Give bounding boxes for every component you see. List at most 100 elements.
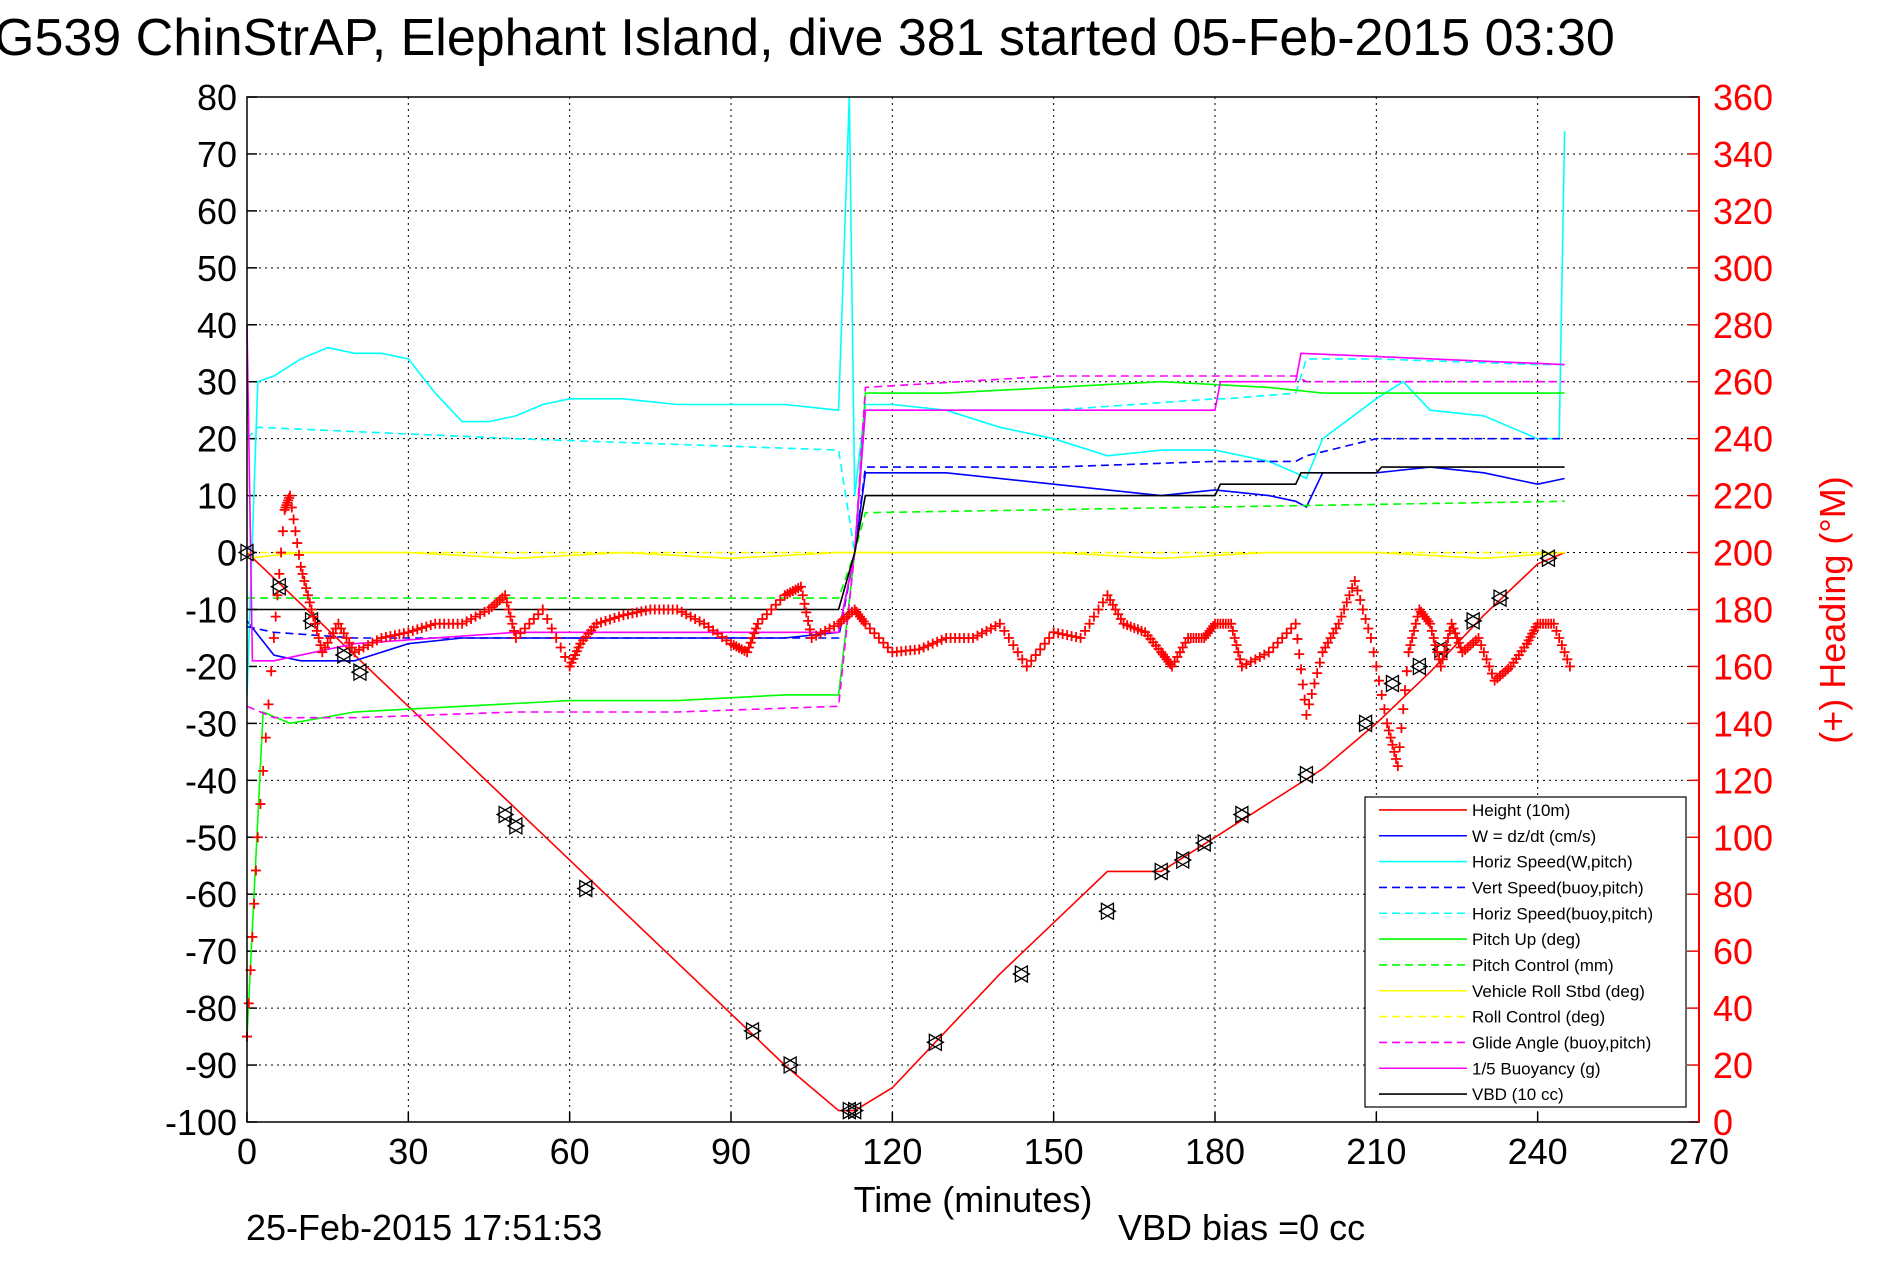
heading-marker: [288, 514, 299, 525]
heading-marker: [1226, 618, 1237, 629]
heading-marker: [873, 632, 884, 643]
right-y-tick-label: 180: [1713, 590, 1773, 631]
heading-marker: [1297, 679, 1308, 690]
legend-label: Glide Angle (buoy,pitch): [1472, 1033, 1651, 1052]
heading-marker: [1296, 664, 1307, 675]
heading-marker: [1299, 694, 1310, 705]
triangle-marker: [1490, 588, 1507, 608]
right-y-tick-label: 200: [1713, 533, 1773, 574]
heading-marker: [249, 898, 260, 909]
heading-marker: [457, 618, 468, 629]
heading-marker: [806, 632, 817, 643]
heading-marker: [1423, 616, 1434, 627]
triangle-marker: [1541, 549, 1558, 568]
right-y-tick-label: 0: [1713, 1102, 1733, 1143]
heading-marker: [297, 568, 308, 579]
heading-marker: [1410, 618, 1421, 629]
heading-marker: [1360, 613, 1371, 624]
heading-marker: [1401, 666, 1412, 677]
triangle-marker: [240, 543, 257, 562]
heading-marker: [1062, 630, 1073, 641]
heading-marker: [255, 799, 266, 810]
heading-marker: [596, 617, 607, 628]
heading-marker: [276, 547, 287, 558]
heading-marker: [270, 611, 281, 622]
heading-marker: [864, 623, 875, 634]
heading-marker: [1448, 623, 1459, 634]
heading-marker: [1548, 618, 1559, 629]
series-vbd-10-cc: [247, 466, 1565, 611]
heading-marker: [1093, 604, 1104, 615]
heading-marker: [1394, 742, 1405, 753]
heading-marker: [394, 629, 405, 640]
heading-marker: [600, 615, 611, 626]
heading-marker: [1556, 640, 1567, 651]
series-lines: [246, 96, 1566, 1112]
triangle-marker: [1098, 902, 1115, 921]
heading-marker: [1452, 632, 1462, 643]
heading-marker: [1365, 632, 1376, 643]
heading-marker: [1403, 647, 1414, 658]
right-y-tick-label: 340: [1713, 134, 1773, 175]
heading-marker: [470, 611, 481, 622]
heading-marker: [274, 568, 285, 579]
heading-marker: [824, 623, 835, 634]
heading-marker: [694, 616, 705, 627]
y-tick-label: -30: [185, 703, 237, 744]
legend-label: Vehicle Roll Stbd (deg): [1472, 982, 1645, 1001]
heading-marker: [609, 613, 620, 624]
triangle-marker: [928, 1033, 945, 1052]
heading-marker: [272, 590, 283, 601]
triangle-marker: [1151, 862, 1168, 881]
heading-marker: [981, 625, 992, 636]
chart-title: G539 ChinStrAP, Elephant Island, dive 38…: [0, 9, 1615, 67]
heading-marker: [690, 613, 701, 624]
triangle-marker: [495, 805, 512, 824]
legend-label: VBD (10 cc): [1472, 1085, 1564, 1104]
heading-marker: [1476, 640, 1487, 651]
heading-marker: [466, 613, 477, 624]
heading-marker: [1309, 678, 1320, 689]
heading-marker: [640, 605, 651, 616]
heading-marker: [1301, 709, 1312, 720]
triangle-marker: [848, 1101, 864, 1120]
triangle-marker: [1356, 714, 1373, 733]
heading-marker: [425, 620, 436, 631]
x-tick-label: 270: [1669, 1131, 1729, 1172]
heading-marker: [878, 637, 889, 648]
triangle-marker: [1176, 850, 1193, 870]
heading-marker: [1268, 642, 1279, 653]
heading-marker: [1408, 625, 1419, 636]
heading-marker: [685, 611, 696, 622]
heading-marker: [1277, 632, 1288, 643]
heading-marker: [627, 608, 638, 619]
heading-marker: [260, 732, 271, 743]
triangle-marker: [926, 1033, 943, 1052]
heading-marker: [860, 618, 871, 629]
y-tick-label: 60: [197, 191, 237, 232]
heading-marker: [266, 666, 277, 677]
heading-marker: [515, 628, 526, 639]
heading-marker: [1347, 583, 1358, 594]
triangle-marker: [783, 1055, 800, 1075]
triangle-marker: [745, 1021, 762, 1041]
heading-marker: [747, 632, 758, 643]
heading-marker: [994, 618, 1005, 629]
legend-box: [1364, 796, 1687, 1108]
heading-marker: [745, 637, 756, 648]
heading-marker: [752, 618, 763, 629]
heading-marker: [285, 490, 296, 501]
heading-marker: [519, 623, 530, 634]
triangle-marker: [1012, 964, 1029, 984]
heading-marker: [1400, 685, 1411, 696]
triangle-marker: [350, 663, 367, 682]
heading-marker: [1478, 647, 1489, 658]
x-tick-label: 150: [1024, 1131, 1084, 1172]
heading-marker: [376, 632, 387, 643]
right-y-tick-label: 300: [1713, 248, 1773, 289]
right-y-tick-label: 40: [1713, 988, 1753, 1029]
heading-marker: [306, 604, 317, 615]
heading-marker: [1450, 628, 1461, 639]
triangle-marker: [237, 543, 254, 562]
heading-marker: [1241, 659, 1252, 670]
